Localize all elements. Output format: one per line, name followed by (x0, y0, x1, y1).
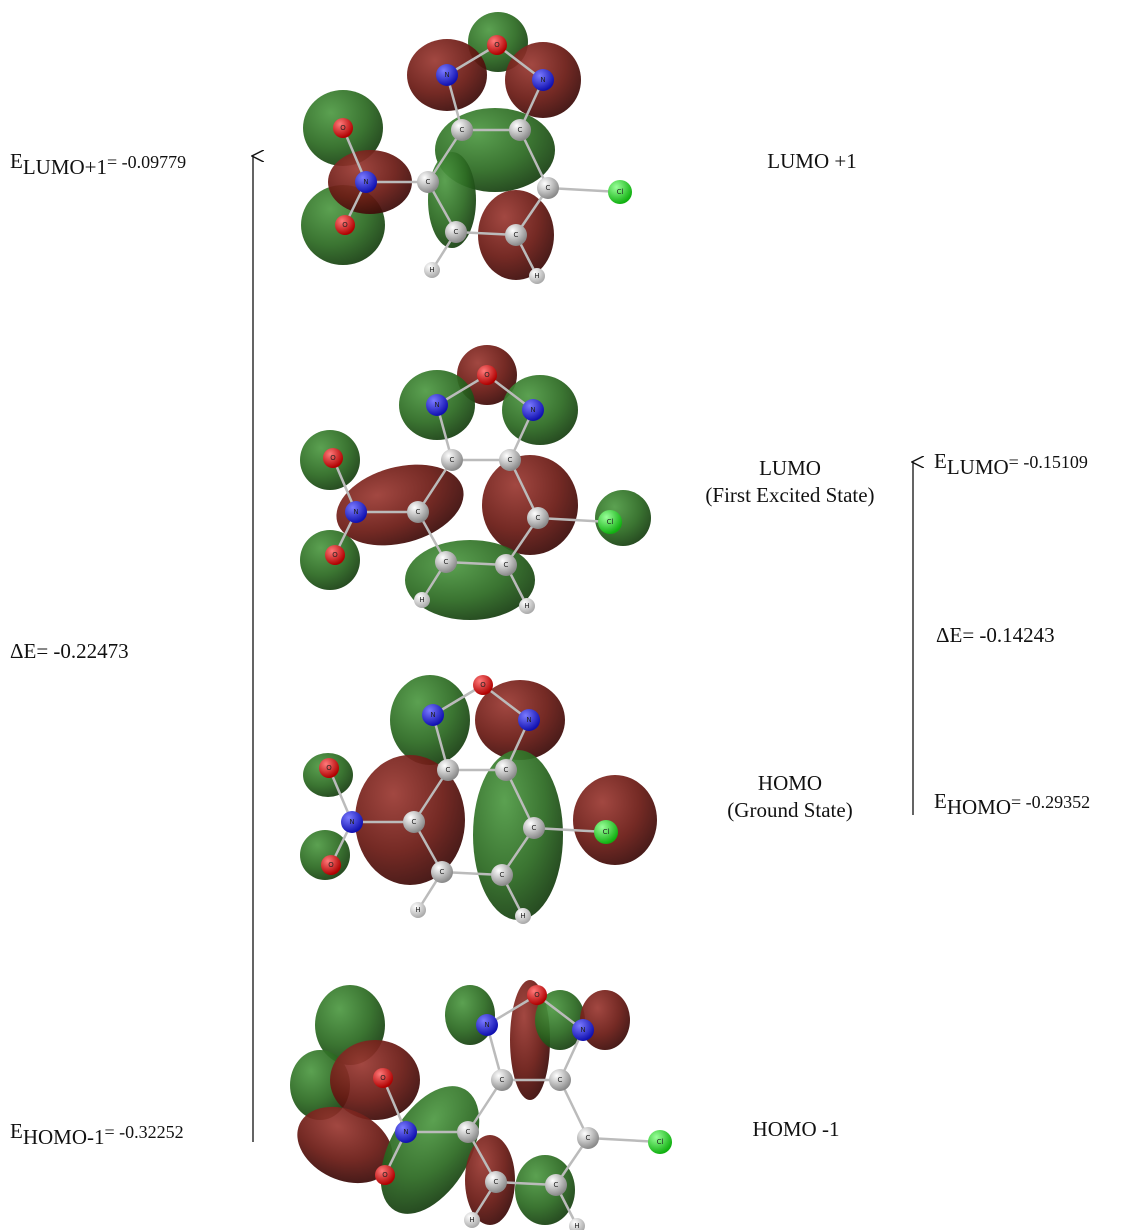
atom-label: O (328, 861, 334, 869)
orbital-name: HOMO -1 (753, 1117, 840, 1141)
orbital-name: HOMO (758, 771, 822, 795)
energy-gap: ΔE= -0.22473 (10, 639, 129, 663)
atom-label: C (426, 178, 431, 186)
atom-label: C (532, 824, 537, 832)
atom-label: N (403, 1128, 408, 1136)
atom-label: C (536, 514, 541, 522)
subscript: LUMO+1 (23, 155, 107, 179)
orbital-diagram: O N N C C C C C C N O O Cl H H O N N C C C C C C N O O Cl H H O N N C C C C C… (0, 0, 1133, 1230)
atom-label: O (330, 454, 336, 462)
atom-label: N (430, 711, 435, 719)
atom-label: N (444, 71, 449, 79)
atom-label: O (342, 221, 348, 229)
atom-label: C (546, 184, 551, 192)
energy-level: ELUMO= -0.15109 (934, 449, 1088, 479)
subscript: HOMO-1 (23, 1125, 105, 1149)
orbital-name: LUMO (759, 456, 821, 480)
atom-label: O (332, 551, 338, 559)
subscript: HOMO (947, 795, 1011, 819)
symbol: E (10, 149, 23, 173)
atom-label: N (353, 508, 358, 516)
atom-label: H (429, 266, 434, 274)
atom-label: H (574, 1222, 579, 1230)
atom-label: N (363, 178, 368, 186)
atom-label: Cl (607, 518, 614, 526)
atom-label: H (419, 596, 424, 604)
molecules: O N N C C C C C C N O O Cl H H O N N C C C C C C N O O Cl H H O N N C C C C C… (285, 12, 672, 1230)
orbital-lobe (515, 1155, 575, 1225)
symbol: E (10, 1119, 23, 1143)
orbital-lobe (482, 455, 578, 555)
atom-label: N (434, 401, 439, 409)
atom-label: C (508, 456, 513, 464)
atom-label: N (530, 406, 535, 414)
atom-label: C (500, 871, 505, 879)
atom-label: C (416, 508, 421, 516)
orbital-state: (Ground State) (727, 798, 852, 822)
atom-label: O (382, 1171, 388, 1179)
symbol: E (934, 789, 947, 813)
molecule: O N N C C C C C C N O O Cl H H (301, 12, 632, 284)
molecule: O N N C C C C C C N O O Cl H H (285, 980, 672, 1230)
subscript: LUMO (947, 455, 1009, 479)
atom-label: C (412, 818, 417, 826)
atom-label: H (520, 912, 525, 920)
atom-label: C (460, 126, 465, 134)
atom-label: Cl (617, 188, 624, 196)
orbital-state: (First Excited State) (705, 483, 874, 507)
atom-label: O (380, 1074, 386, 1082)
atom-label: C (494, 1178, 499, 1186)
atom-label: N (349, 818, 354, 826)
value: = -0.29352 (1011, 792, 1090, 812)
atom-label: C (440, 868, 445, 876)
atom-label: H (524, 602, 529, 610)
energy-gap: ΔE= -0.14243 (936, 623, 1055, 647)
atom-label: N (540, 76, 545, 84)
orbital-lobe (473, 750, 563, 920)
atom-label: O (480, 681, 486, 689)
atom-label: N (484, 1021, 489, 1029)
atom-label: C (450, 456, 455, 464)
atom-label: C (586, 1134, 591, 1142)
orbital-lobe (573, 775, 657, 865)
value: = -0.09779 (107, 152, 186, 172)
atom-label: C (504, 766, 509, 774)
atom-label: C (558, 1076, 563, 1084)
atom-label: O (534, 991, 540, 999)
atom-label: H (534, 272, 539, 280)
atom-label: C (454, 228, 459, 236)
atom-label: N (580, 1026, 585, 1034)
atom-label: O (326, 764, 332, 772)
atom-label: C (444, 558, 449, 566)
atom-label: C (514, 231, 519, 239)
atom-label: H (415, 906, 420, 914)
atom-label: C (554, 1181, 559, 1189)
atom-label: O (340, 124, 346, 132)
energy-level: ELUMO+1= -0.09779 (10, 149, 186, 179)
atom-label: N (526, 716, 531, 724)
atom-label: C (446, 766, 451, 774)
atom-label: Cl (657, 1138, 664, 1146)
molecule: O N N C C C C C C N O O Cl H H (300, 345, 651, 620)
atom-label: O (484, 371, 490, 379)
atom-label: C (518, 126, 523, 134)
molecule: O N N C C C C C C N O O Cl H H (300, 675, 657, 924)
atom-label: Cl (603, 828, 610, 836)
symbol: E (934, 449, 947, 473)
value: = -0.32252 (105, 1122, 184, 1142)
energy-level: EHOMO= -0.29352 (934, 789, 1090, 819)
atom-label: C (504, 561, 509, 569)
atom-label: H (469, 1216, 474, 1224)
orbital-name: LUMO +1 (767, 149, 856, 173)
energy-level: EHOMO-1= -0.32252 (10, 1119, 184, 1149)
atom-label: C (500, 1076, 505, 1084)
atom-label: O (494, 41, 500, 49)
atom-label: C (466, 1128, 471, 1136)
value: = -0.15109 (1009, 452, 1088, 472)
